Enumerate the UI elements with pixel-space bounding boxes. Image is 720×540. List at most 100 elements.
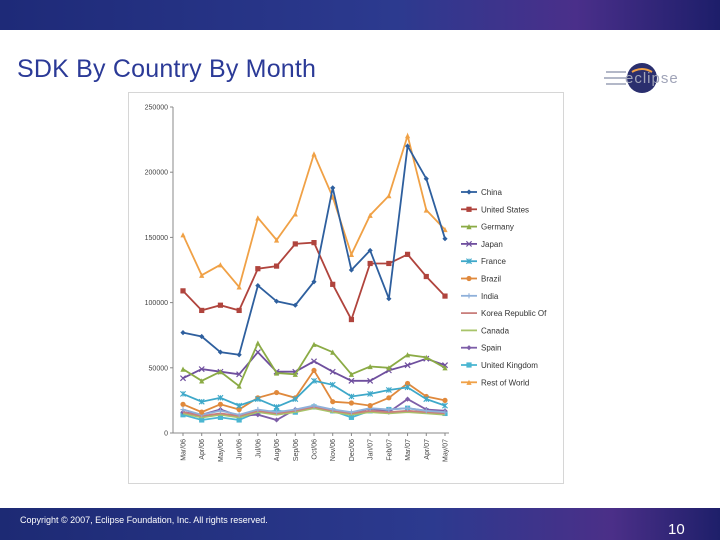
data-point <box>386 193 392 199</box>
data-point <box>292 371 298 377</box>
data-point <box>199 417 205 423</box>
data-point <box>180 412 186 418</box>
x-tick-label: Apr/06 <box>199 439 206 460</box>
data-point <box>404 362 411 369</box>
data-point <box>236 352 242 358</box>
data-point <box>348 377 355 384</box>
data-point <box>273 237 280 243</box>
data-point <box>423 396 430 403</box>
data-point <box>367 260 373 267</box>
data-point <box>330 281 336 287</box>
y-tick-label: 100000 <box>145 300 168 307</box>
data-point <box>466 275 472 282</box>
data-point <box>423 273 429 280</box>
x-tick-label: Feb/07 <box>386 439 393 461</box>
data-point <box>423 354 429 360</box>
data-point <box>404 251 411 257</box>
data-point <box>348 409 355 415</box>
data-point <box>442 402 448 409</box>
copyright-text: Copyright © 2007, Eclipse Foundation, In… <box>20 515 268 525</box>
data-point <box>254 396 261 403</box>
data-point <box>311 377 317 384</box>
x-tick-label: Sep/06 <box>293 439 300 461</box>
data-point <box>348 393 355 400</box>
data-point <box>442 226 448 233</box>
chart-frame: 0 50000 100000 150000 200000 250000 Mar/06 Apr/… <box>128 92 564 484</box>
data-point <box>180 329 186 336</box>
data-point <box>466 379 472 385</box>
legend-label: Germany <box>481 223 514 232</box>
legend-label: Japan <box>481 240 503 249</box>
data-point <box>311 367 317 374</box>
x-tick-label: Jun/06 <box>237 439 244 460</box>
data-point <box>273 417 280 423</box>
data-point <box>442 397 448 403</box>
data-point <box>273 403 280 410</box>
data-point <box>330 406 336 413</box>
x-tick-label: May/07 <box>443 439 450 462</box>
data-point <box>404 133 411 139</box>
data-point <box>236 383 242 389</box>
line-chart: 0 50000 100000 150000 200000 250000 Mar/06 Apr/… <box>145 105 548 462</box>
data-point <box>236 307 242 314</box>
data-point <box>199 272 205 278</box>
data-point <box>273 389 280 396</box>
data-point <box>348 400 355 406</box>
data-point <box>330 399 336 405</box>
data-point <box>386 395 392 401</box>
data-point <box>404 405 411 411</box>
y-tick-label: 200000 <box>145 170 168 177</box>
data-point <box>198 366 205 373</box>
x-tick-label: Apr/07 <box>424 439 431 460</box>
data-point <box>217 394 224 401</box>
data-point <box>198 398 205 405</box>
data-point <box>423 207 429 213</box>
data-point <box>466 224 472 230</box>
data-point <box>180 406 186 413</box>
data-point <box>367 403 373 409</box>
data-point <box>367 363 373 370</box>
data-point <box>217 414 224 420</box>
data-point <box>311 279 317 285</box>
data-point <box>292 302 298 308</box>
eclipse-logo: eclipse <box>600 58 704 98</box>
data-point <box>273 409 280 415</box>
data-point <box>465 240 473 247</box>
data-point <box>180 390 186 397</box>
data-point <box>292 241 298 247</box>
x-tick-label: Jul/06 <box>255 439 262 458</box>
x-tick-label: Nov/06 <box>330 439 337 461</box>
data-point <box>404 143 411 149</box>
logo-text: eclipse <box>625 70 679 87</box>
data-point <box>348 316 355 323</box>
legend-label: Brazil <box>481 275 501 284</box>
data-point <box>330 349 336 355</box>
data-point <box>217 369 224 375</box>
data-point <box>348 414 355 420</box>
data-point <box>466 206 472 212</box>
data-point <box>404 396 411 402</box>
data-point <box>217 408 224 414</box>
data-point <box>180 401 186 407</box>
data-point <box>236 402 243 409</box>
top-banner <box>0 0 720 30</box>
data-point <box>386 406 392 413</box>
x-tick-label: Mar/07 <box>405 439 412 461</box>
data-point <box>442 409 448 415</box>
data-point <box>199 409 205 415</box>
data-point <box>466 189 472 195</box>
legend-label: Canada <box>481 326 510 335</box>
y-tick-label: 250000 <box>145 105 168 112</box>
data-point <box>236 371 243 378</box>
data-point <box>466 362 472 368</box>
x-tick-label: May/06 <box>218 439 225 462</box>
slide-title: SDK By Country By Month <box>17 55 317 83</box>
data-point <box>311 240 317 246</box>
data-point <box>329 368 336 375</box>
data-point <box>292 406 298 413</box>
legend-label: Spain <box>481 344 501 353</box>
data-point <box>180 288 186 294</box>
data-point <box>310 358 318 365</box>
legend-label: China <box>481 188 502 197</box>
data-point <box>180 232 186 238</box>
